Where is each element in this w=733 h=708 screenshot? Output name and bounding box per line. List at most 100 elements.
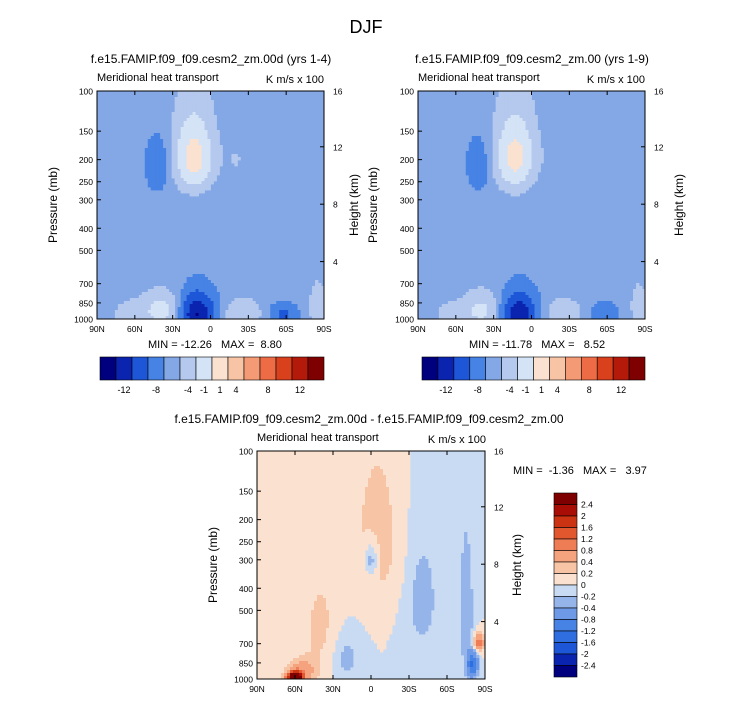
field-cell (338, 544, 341, 547)
field-cell (338, 457, 341, 460)
field-cell (461, 553, 464, 556)
field-cell (389, 553, 392, 556)
field-cell (151, 295, 154, 298)
field-cell (287, 595, 290, 598)
field-cell (213, 136, 216, 139)
field-cell (534, 289, 537, 292)
field-cell (395, 571, 398, 574)
field-cell (603, 313, 606, 316)
field-cell (365, 514, 368, 517)
field-cell (350, 520, 353, 523)
field-cell (413, 586, 416, 589)
field-cell (269, 463, 272, 466)
field-cell (199, 301, 202, 304)
field-cell (213, 298, 216, 301)
field-cell (344, 595, 347, 598)
field-cell (335, 469, 338, 472)
field-cell (467, 550, 470, 553)
field-cell (263, 544, 266, 547)
field-cell (523, 292, 526, 295)
field-cell (205, 187, 208, 190)
field-cell (377, 538, 380, 541)
field-cell (181, 157, 184, 160)
field-cell (404, 508, 407, 511)
field-cell (317, 520, 320, 523)
field-cell (308, 454, 311, 457)
field-cell (338, 514, 341, 517)
field-cell (341, 481, 344, 484)
field-cell (377, 481, 380, 484)
field-cell (401, 457, 404, 460)
field-cell (184, 283, 187, 286)
field-cell (353, 484, 356, 487)
field-cell (157, 175, 160, 178)
field-cell (371, 580, 374, 583)
field-cell (448, 301, 451, 304)
field-cell (287, 469, 290, 472)
field-cell (211, 310, 214, 313)
field-cell (249, 307, 252, 310)
field-cell (353, 565, 356, 568)
field-cell (187, 289, 190, 292)
field-cell (205, 91, 208, 94)
field-cell (386, 577, 389, 580)
field-cell (309, 310, 312, 313)
field-cell (338, 559, 341, 562)
field-cell (184, 154, 187, 157)
field-cell (368, 508, 371, 511)
field-cell (344, 463, 347, 466)
field-cell (344, 583, 347, 586)
field-cell (389, 550, 392, 553)
field-cell (202, 169, 205, 172)
field-cell (467, 568, 470, 571)
field-cell (359, 526, 362, 529)
field-cell (371, 466, 374, 469)
field-cell (272, 460, 275, 463)
panel-1-field (97, 91, 324, 319)
field-cell (419, 592, 422, 595)
field-cell (184, 184, 187, 187)
field-cell (266, 487, 269, 490)
field-cell (154, 172, 157, 175)
field-cell (317, 565, 320, 568)
field-cell (353, 469, 356, 472)
field-cell (260, 463, 263, 466)
field-cell (266, 493, 269, 496)
field-cell (160, 181, 163, 184)
field-cell (466, 157, 469, 160)
field-cell (305, 469, 308, 472)
field-cell (496, 160, 499, 163)
field-cell (263, 466, 266, 469)
field-cell (496, 106, 499, 109)
field-cell (344, 487, 347, 490)
field-cell (338, 562, 341, 565)
field-cell (353, 502, 356, 505)
lat-tick-label: 90N (410, 324, 426, 334)
field-cell (281, 508, 284, 511)
field-cell (478, 307, 481, 310)
field-cell (299, 580, 302, 583)
field-cell (154, 181, 157, 184)
field-cell (422, 562, 425, 565)
field-cell (178, 91, 181, 94)
field-cell (341, 451, 344, 454)
field-cell (293, 559, 296, 562)
field-cell (205, 112, 208, 115)
field-cell (290, 490, 293, 493)
field-cell (296, 580, 299, 583)
field-cell (317, 526, 320, 529)
pressure-tick-label: 250 (400, 177, 414, 187)
field-cell (532, 157, 535, 160)
field-cell (606, 310, 609, 313)
field-cell (517, 109, 520, 112)
field-cell (311, 538, 314, 541)
field-cell (356, 565, 359, 568)
field-cell (318, 313, 321, 316)
field-cell (461, 574, 464, 577)
field-cell (464, 565, 467, 568)
field-cell (534, 292, 537, 295)
field-cell (302, 496, 305, 499)
field-cell (523, 178, 526, 181)
field-cell (460, 313, 463, 316)
